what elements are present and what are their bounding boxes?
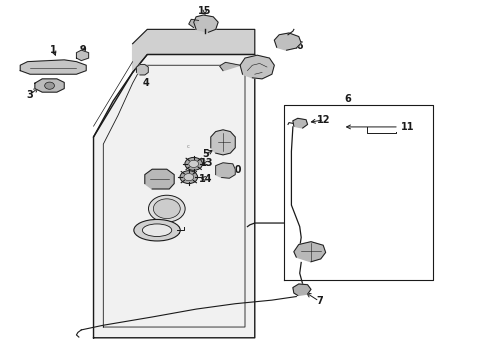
Ellipse shape bbox=[153, 199, 180, 219]
Text: 10: 10 bbox=[228, 165, 242, 175]
Polygon shape bbox=[189, 19, 198, 28]
Polygon shape bbox=[20, 60, 86, 74]
Polygon shape bbox=[35, 79, 64, 92]
Polygon shape bbox=[137, 64, 148, 75]
Text: 15: 15 bbox=[198, 6, 212, 16]
Polygon shape bbox=[293, 118, 308, 128]
Text: 4: 4 bbox=[143, 78, 149, 88]
Text: 9: 9 bbox=[79, 45, 86, 55]
Polygon shape bbox=[220, 62, 240, 71]
Text: 6: 6 bbox=[344, 94, 351, 104]
Polygon shape bbox=[293, 284, 311, 296]
Polygon shape bbox=[94, 54, 255, 338]
Text: 8: 8 bbox=[158, 179, 165, 189]
Polygon shape bbox=[76, 50, 89, 60]
Circle shape bbox=[189, 160, 198, 167]
Ellipse shape bbox=[143, 224, 172, 237]
Polygon shape bbox=[145, 169, 174, 189]
Ellipse shape bbox=[134, 220, 180, 241]
Text: 5: 5 bbox=[202, 149, 209, 159]
Text: +: + bbox=[201, 158, 206, 163]
Text: 16: 16 bbox=[291, 41, 304, 50]
Text: 7: 7 bbox=[316, 296, 322, 306]
Polygon shape bbox=[194, 15, 218, 32]
Circle shape bbox=[45, 82, 54, 89]
Polygon shape bbox=[240, 55, 274, 79]
Polygon shape bbox=[211, 130, 235, 155]
Polygon shape bbox=[294, 242, 326, 262]
Text: 13: 13 bbox=[200, 158, 214, 168]
Text: 17: 17 bbox=[242, 63, 256, 73]
Ellipse shape bbox=[148, 195, 185, 222]
Circle shape bbox=[185, 157, 202, 170]
Circle shape bbox=[184, 174, 194, 181]
Text: 11: 11 bbox=[401, 122, 415, 132]
Text: 14: 14 bbox=[199, 174, 213, 184]
Text: 3: 3 bbox=[26, 90, 33, 100]
Polygon shape bbox=[274, 33, 301, 50]
Polygon shape bbox=[133, 30, 255, 72]
Text: 2: 2 bbox=[173, 226, 180, 236]
Text: 12: 12 bbox=[318, 115, 331, 125]
Text: 1: 1 bbox=[50, 45, 57, 55]
Polygon shape bbox=[216, 163, 235, 178]
Circle shape bbox=[180, 171, 197, 184]
Text: c: c bbox=[186, 144, 189, 149]
